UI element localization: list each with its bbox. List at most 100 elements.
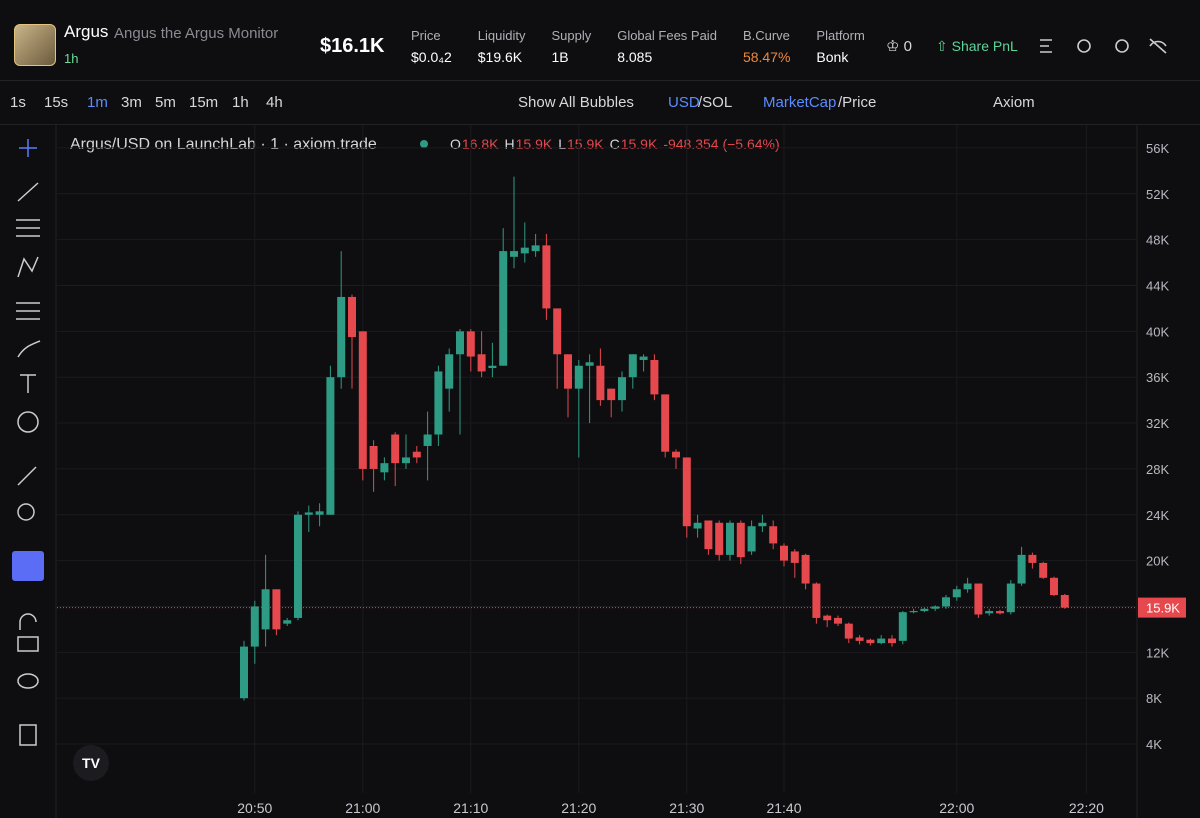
candle-body xyxy=(974,583,983,615)
candle-body xyxy=(693,522,702,529)
candle-body xyxy=(315,511,324,515)
stat: Liquidity $19.6K xyxy=(478,28,526,67)
interval-button[interactable]: 1s xyxy=(10,94,26,111)
candle-body xyxy=(834,617,842,624)
candle-body xyxy=(294,514,302,618)
share-button[interactable]: ⇧ Share PnL xyxy=(936,38,1018,54)
candle-body xyxy=(1039,562,1048,578)
candle-body xyxy=(337,296,346,378)
candle-body xyxy=(250,606,259,647)
svg-text:TV: TV xyxy=(82,755,101,771)
candle-body xyxy=(1060,595,1069,608)
legend-l: 15.9K xyxy=(567,136,604,152)
interval-button[interactable]: 3m xyxy=(121,94,142,111)
candle-body xyxy=(369,445,378,469)
interval-button[interactable]: 5m xyxy=(155,94,176,111)
interval-button[interactable]: 1m xyxy=(87,94,108,111)
y-tick-label: 20K xyxy=(1146,554,1169,569)
y-tick-label: 24K xyxy=(1146,508,1169,523)
candle-body xyxy=(952,589,961,598)
candle-body xyxy=(726,522,734,555)
watch-count: 0 xyxy=(903,38,912,55)
candle-body xyxy=(585,362,594,366)
legend-h-label: H xyxy=(504,136,514,152)
candle-body xyxy=(682,457,691,527)
last-price-box xyxy=(1138,597,1186,618)
candle-body xyxy=(261,589,270,630)
stat-label: Global Fees Paid xyxy=(617,28,717,43)
candle-body xyxy=(488,365,497,369)
metric-mcap[interactable]: MarketCap xyxy=(763,94,837,111)
interval-button[interactable]: 4h xyxy=(266,94,283,111)
candle-body xyxy=(909,611,918,613)
interval-button[interactable]: 15m xyxy=(189,94,219,111)
stat-value: $0.0₄2 xyxy=(411,49,452,65)
stat: Price $0.0₄2 xyxy=(411,28,452,67)
interval-button[interactable]: 1h xyxy=(232,94,249,111)
candle-body xyxy=(553,308,562,355)
status-dot xyxy=(420,140,428,148)
stat-value: Bonk xyxy=(816,49,849,65)
stat: Platform Bonk xyxy=(816,28,864,67)
token-full-name: Angus the Argus Monitor xyxy=(114,25,279,42)
x-tick-label: 21:10 xyxy=(453,800,488,816)
candle-body xyxy=(564,354,572,389)
legend-l-label: L xyxy=(558,136,566,152)
last-price-label: 15.9K xyxy=(1146,601,1180,616)
candle-body xyxy=(423,434,432,446)
candle-body xyxy=(996,611,1004,614)
watchlist-button[interactable]: ♔ 0 xyxy=(886,38,912,55)
stat: B.Curve 58.47% xyxy=(743,28,790,67)
tradingview-logo: TV xyxy=(73,745,109,781)
y-tick-label: 36K xyxy=(1146,370,1169,385)
candle-body xyxy=(801,554,810,584)
y-tick-label: 28K xyxy=(1146,462,1169,477)
legend-c-label: C xyxy=(610,136,620,152)
candle-body xyxy=(920,608,929,612)
candle-body xyxy=(931,606,940,609)
legend-o: 16.8K xyxy=(462,136,499,152)
candle-body xyxy=(283,620,292,624)
candle-body xyxy=(866,639,875,644)
candle-body xyxy=(715,522,724,555)
currency-usd[interactable]: USD xyxy=(668,94,700,111)
candle-body xyxy=(412,451,421,458)
token-logo xyxy=(14,24,56,66)
candle-body xyxy=(1006,583,1015,613)
candle-body xyxy=(456,331,464,355)
candle-body xyxy=(391,434,400,464)
candle-body xyxy=(650,360,659,395)
legend-change: -948.354 (−5.64%) xyxy=(663,136,779,152)
candle-body xyxy=(985,611,994,614)
drawing-tools[interactable] xyxy=(12,139,44,746)
y-tick-label: 56K xyxy=(1146,141,1169,156)
stat-value: 58.47% xyxy=(742,49,791,65)
share-label: Share PnL xyxy=(951,38,1018,54)
stats: Price $0.0₄2 Liquidity $19.6K Supply 1B Global… xyxy=(411,28,865,67)
candle-body xyxy=(898,612,907,641)
candle-body xyxy=(812,583,821,618)
candle-body xyxy=(704,520,713,550)
currency-sol[interactable]: /SOL xyxy=(698,94,733,111)
legend-h: 15.9K xyxy=(516,136,553,152)
x-tick-label: 21:00 xyxy=(345,800,380,816)
metric-price[interactable]: /Price xyxy=(838,94,877,111)
candle-body xyxy=(672,451,680,458)
candle-body xyxy=(747,526,756,552)
candle-body xyxy=(758,522,767,527)
stat-label: Price xyxy=(411,28,441,43)
source-select[interactable]: Axiom xyxy=(993,94,1035,111)
candle-body xyxy=(499,251,508,366)
x-tick-label: 21:40 xyxy=(766,800,801,816)
bubbles-toggle[interactable]: Show All Bubbles xyxy=(518,94,634,111)
interval-button[interactable]: 15s xyxy=(44,94,69,111)
y-tick-label: 4K xyxy=(1146,737,1162,752)
candle-body xyxy=(823,615,832,621)
candle-body xyxy=(520,247,529,254)
candle-body xyxy=(1017,554,1026,584)
candle-body xyxy=(358,331,367,469)
stat-value: 1B xyxy=(551,49,569,65)
candle-body xyxy=(1050,577,1058,595)
candle-body xyxy=(639,356,648,360)
